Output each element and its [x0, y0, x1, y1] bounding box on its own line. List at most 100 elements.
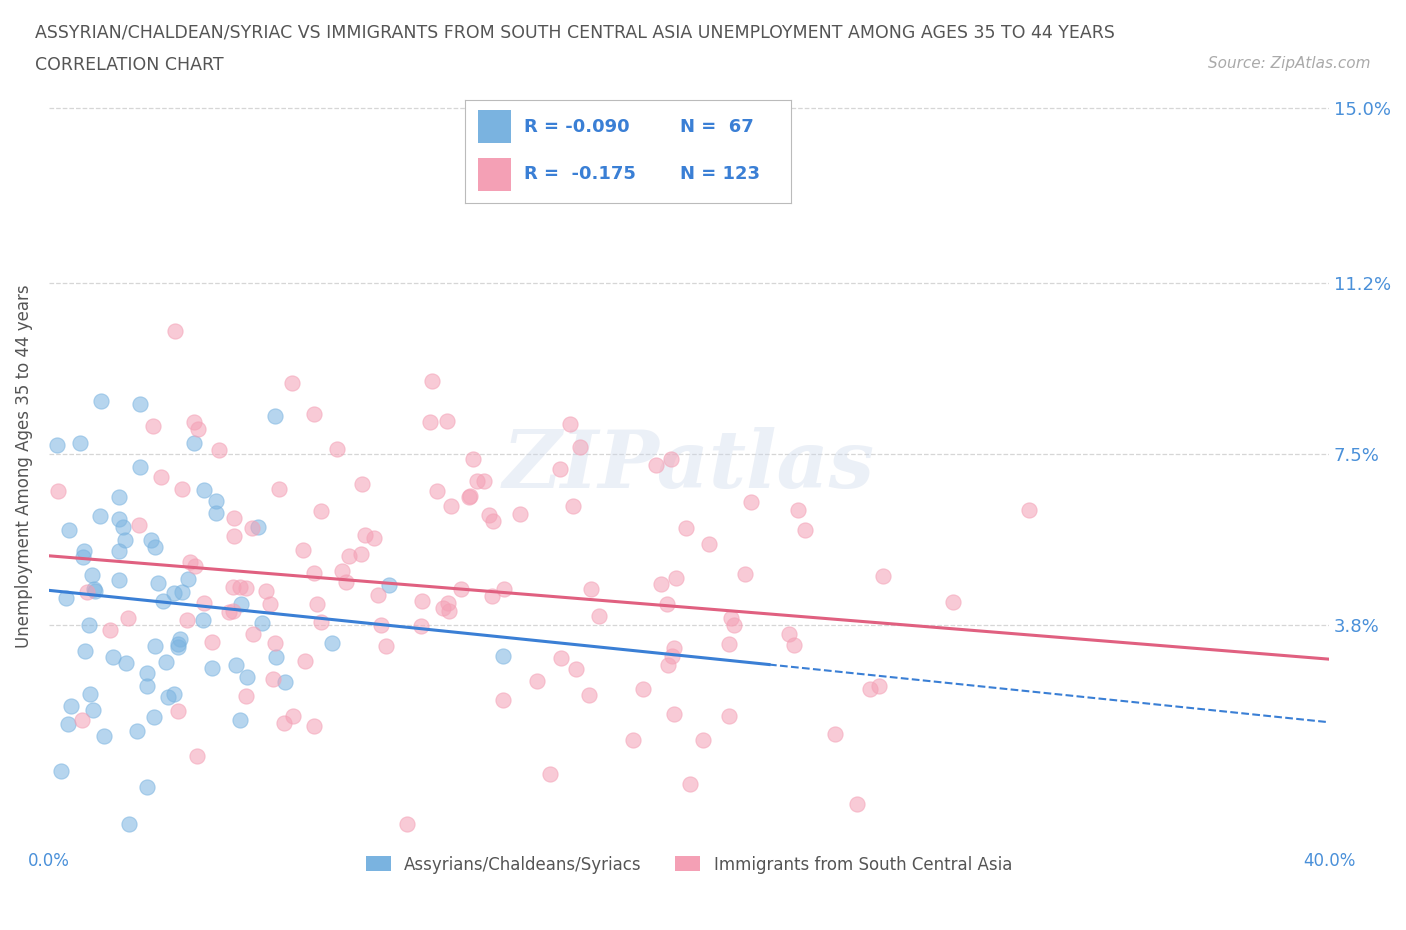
Point: [661, 649, 683, 664]
Point: [274, 674, 297, 689]
Point: [868, 679, 890, 694]
Point: [254, 584, 277, 599]
Point: [550, 651, 572, 666]
Point: [98, 622, 121, 637]
Point: [550, 461, 572, 476]
Point: [665, 571, 688, 586]
Point: [58, 523, 80, 538]
Point: [720, 611, 742, 626]
Point: [655, 597, 678, 612]
Point: [76, 585, 98, 600]
Point: [170, 585, 193, 600]
Point: [128, 517, 150, 532]
Point: [136, 666, 159, 681]
Text: ASSYRIAN/CHALDEAN/SYRIAC VS IMMIGRANTS FROM SOUTH CENTRAL ASIA UNEMPLOYMENT AMON: ASSYRIAN/CHALDEAN/SYRIAC VS IMMIGRANTS F…: [35, 23, 1115, 41]
Point: [302, 566, 325, 581]
Point: [492, 581, 515, 596]
Point: [235, 669, 257, 684]
Point: [311, 615, 333, 630]
Point: [208, 443, 231, 458]
Point: [186, 749, 208, 764]
Point: [723, 618, 745, 632]
Point: [717, 709, 740, 724]
Point: [205, 505, 228, 520]
Point: [481, 513, 503, 528]
Point: [69, 436, 91, 451]
Point: [152, 593, 174, 608]
Point: [117, 611, 139, 626]
Point: [108, 544, 131, 559]
Point: [103, 650, 125, 665]
Point: [107, 512, 129, 526]
Point: [411, 593, 433, 608]
Point: [692, 732, 714, 747]
Point: [135, 678, 157, 693]
Point: [70, 713, 93, 728]
Point: [478, 507, 501, 522]
Point: [350, 476, 373, 491]
Point: [363, 531, 385, 546]
Point: [375, 638, 398, 653]
Point: [659, 451, 682, 466]
Point: [872, 568, 894, 583]
Point: [114, 533, 136, 548]
Point: [269, 482, 291, 497]
Point: [163, 686, 186, 701]
Point: [264, 635, 287, 650]
Point: [302, 406, 325, 421]
Point: [378, 578, 401, 592]
Point: [143, 539, 166, 554]
Point: [235, 580, 257, 595]
Point: [142, 710, 165, 724]
Point: [565, 661, 588, 676]
Point: [569, 439, 592, 454]
Point: [224, 511, 246, 525]
Point: [588, 608, 610, 623]
Point: [778, 627, 800, 642]
Point: [942, 594, 965, 609]
Point: [125, 724, 148, 738]
Point: [142, 419, 165, 434]
Point: [222, 528, 245, 543]
Point: [170, 482, 193, 497]
Point: [77, 618, 100, 632]
Point: [294, 654, 316, 669]
Point: [450, 581, 472, 596]
Point: [205, 493, 228, 508]
Point: [697, 537, 720, 551]
Point: [146, 576, 169, 591]
Point: [240, 521, 263, 536]
Point: [560, 417, 582, 432]
Point: [370, 618, 392, 632]
Point: [273, 716, 295, 731]
Point: [631, 682, 654, 697]
Point: [183, 435, 205, 450]
Point: [72, 550, 94, 565]
Point: [266, 650, 288, 665]
Point: [128, 459, 150, 474]
Point: [89, 509, 111, 524]
Point: [463, 452, 485, 467]
Point: [163, 585, 186, 600]
Point: [845, 797, 868, 812]
Point: [474, 473, 496, 488]
Point: [167, 640, 190, 655]
Point: [662, 641, 685, 656]
Point: [492, 649, 515, 664]
Point: [183, 415, 205, 430]
Point: [179, 554, 201, 569]
Point: [177, 571, 200, 586]
Point: [645, 458, 668, 472]
Point: [578, 687, 600, 702]
Point: [321, 635, 343, 650]
Point: [420, 374, 443, 389]
Point: [51, 764, 73, 778]
Point: [734, 566, 756, 581]
Point: [662, 707, 685, 722]
Point: [280, 376, 302, 391]
Point: [169, 631, 191, 646]
Point: [824, 726, 846, 741]
Point: [229, 713, 252, 728]
Point: [222, 580, 245, 595]
Point: [90, 393, 112, 408]
